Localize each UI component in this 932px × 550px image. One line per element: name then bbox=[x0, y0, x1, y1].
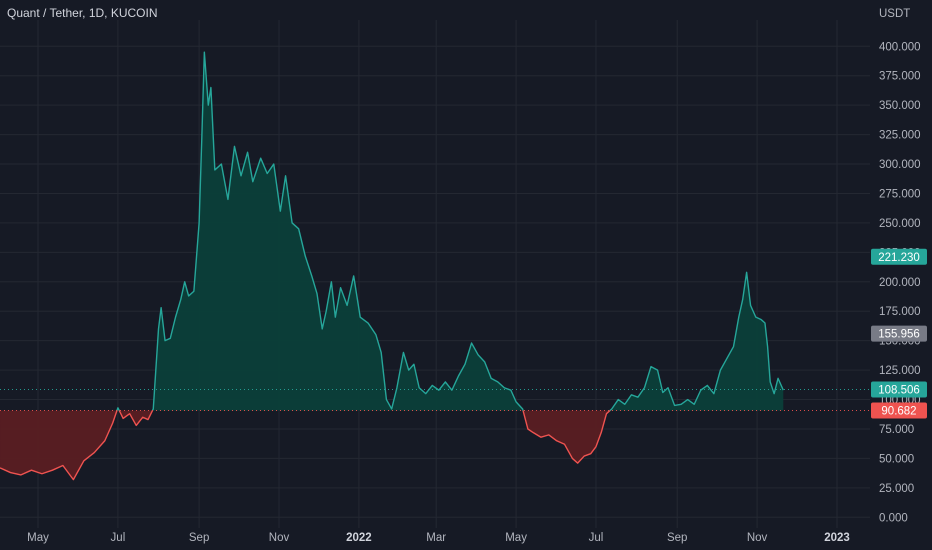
y-tick-label: 125.000 bbox=[879, 365, 921, 377]
y-tick-label: 50.000 bbox=[879, 453, 914, 465]
x-tick-label: Mar bbox=[426, 532, 446, 544]
chart-title: Quant / Tether, 1D, KUCOIN bbox=[7, 6, 158, 20]
price-badge-label: 90.682 bbox=[881, 406, 916, 418]
y-tick-label: 250.000 bbox=[879, 218, 921, 230]
y-tick-label: 300.000 bbox=[879, 159, 921, 171]
price-level-lines bbox=[0, 389, 870, 412]
x-tick-label: Nov bbox=[747, 532, 768, 544]
price-badge bbox=[871, 402, 927, 419]
y-tick-label: 200.000 bbox=[879, 277, 921, 289]
x-tick-label: Sep bbox=[667, 532, 687, 544]
currency-label: USDT bbox=[879, 8, 910, 20]
area-above-baseline bbox=[0, 52, 784, 411]
x-tick-label: Nov bbox=[269, 532, 290, 544]
x-tick-label: 2022 bbox=[346, 532, 372, 544]
y-tick-label: 325.000 bbox=[879, 130, 921, 142]
price-axis[interactable]: USDT 0.00025.00050.00075.000100.000125.0… bbox=[879, 8, 921, 524]
x-tick-label: Jul bbox=[589, 532, 604, 544]
price-badge-label: 108.506 bbox=[878, 385, 920, 397]
price-badge-label: 155.956 bbox=[878, 329, 920, 341]
y-tick-label: 400.000 bbox=[879, 41, 921, 53]
y-tick-label: 75.000 bbox=[879, 424, 914, 436]
y-tick-label: 375.000 bbox=[879, 71, 921, 83]
y-tick-label: 0.000 bbox=[879, 512, 908, 524]
x-tick-label: Jul bbox=[111, 532, 126, 544]
price-badges: 221.230 155.956 108.506 90.682 bbox=[871, 248, 927, 419]
x-tick-label: 2023 bbox=[824, 532, 850, 544]
price-badge bbox=[871, 325, 927, 342]
time-axis[interactable]: May Jul Sep Nov 2022 Mar May Jul Sep Nov 2023 bbox=[27, 532, 850, 544]
y-tick-label: 25.000 bbox=[879, 483, 914, 495]
x-tick-label: May bbox=[27, 532, 49, 544]
price-line bbox=[0, 51, 784, 481]
y-tick-label: 275.000 bbox=[879, 188, 921, 200]
price-badge bbox=[871, 248, 927, 265]
y-tick-label: 175.000 bbox=[879, 306, 921, 318]
x-tick-label: Sep bbox=[189, 532, 209, 544]
y-tick-label: 350.000 bbox=[879, 100, 921, 112]
line-above-baseline bbox=[116, 51, 784, 411]
price-badge-label: 221.230 bbox=[878, 252, 920, 264]
grid bbox=[0, 20, 870, 528]
price-badge bbox=[871, 381, 927, 398]
area-below-baseline bbox=[0, 410, 610, 480]
area-fill bbox=[0, 52, 784, 480]
x-tick-label: May bbox=[505, 532, 527, 544]
